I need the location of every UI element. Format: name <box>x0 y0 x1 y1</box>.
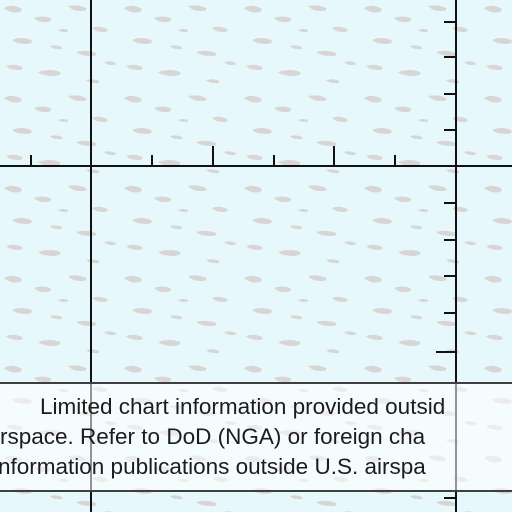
notice-line-1: Limited chart information provided outsi… <box>40 394 446 419</box>
airspace-notice-box: Limited chart information provided outsi… <box>0 382 512 492</box>
latitude-tick-marks <box>30 146 396 166</box>
notice-line-2: irspace. Refer to DoD (NGA) or foreign c… <box>0 424 426 449</box>
notice-line-3: nformation publications outside U.S. air… <box>0 454 426 479</box>
longitude-tick-marks-right <box>436 21 456 499</box>
